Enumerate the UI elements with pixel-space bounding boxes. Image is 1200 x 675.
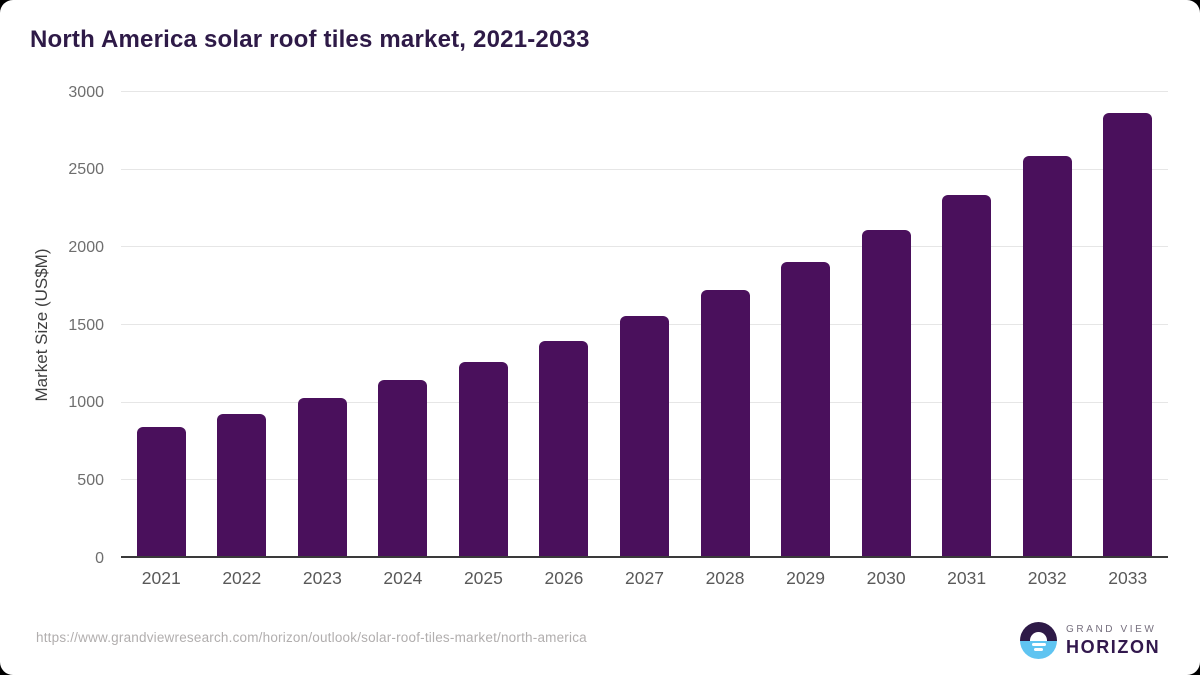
- y-tick-label: 2500: [68, 161, 104, 179]
- bar-2025[interactable]: [458, 361, 508, 558]
- logo-brand-top: GRAND VIEW: [1066, 624, 1157, 635]
- bar-2031[interactable]: [942, 195, 992, 558]
- gridline: [121, 91, 1168, 92]
- x-tick-label-2028: 2028: [705, 568, 745, 588]
- logo-text: GRAND VIEW HORIZON: [1066, 623, 1160, 658]
- bar-2028[interactable]: [700, 290, 750, 558]
- chart-title: North America solar roof tiles market, 2…: [30, 26, 590, 53]
- x-tick-label-2027: 2027: [625, 568, 664, 588]
- y-tick-label: 3000: [68, 83, 104, 101]
- x-tick-label-2031: 2031: [947, 568, 987, 588]
- y-tick-label: 1000: [68, 394, 104, 412]
- x-tick-label-2021: 2021: [141, 568, 181, 588]
- bar-2032[interactable]: [1022, 156, 1072, 558]
- source-url: https://www.grandviewresearch.com/horizo…: [36, 630, 587, 645]
- gridline: [121, 246, 1168, 248]
- logo-sky-half: [1020, 622, 1057, 641]
- bar-2027[interactable]: [620, 316, 669, 558]
- x-tick-label-2030: 2030: [866, 568, 906, 588]
- grand-view-horizon-logo: GRAND VIEW HORIZON: [1020, 622, 1160, 659]
- x-tick-label-2025: 2025: [463, 568, 503, 588]
- bar-2030[interactable]: [861, 230, 911, 558]
- bar-2021[interactable]: [136, 426, 186, 558]
- x-tick-label-2024: 2024: [383, 568, 423, 588]
- logo-brand-bottom: HORIZON: [1066, 637, 1161, 657]
- x-tick-label-2032: 2032: [1027, 568, 1067, 588]
- x-tick-label-2029: 2029: [786, 568, 826, 588]
- x-axis-tick-labels: 2021 2022 2023 2024 2025 2026 2027 2028 2029 2030…: [121, 568, 1168, 594]
- y-tick-label: 2000: [68, 238, 104, 256]
- logo-reflection-line: [1034, 648, 1043, 651]
- y-tick-label: 0: [95, 549, 104, 567]
- x-tick-label-2022: 2022: [222, 568, 262, 588]
- horizon-sun-icon: [1020, 622, 1057, 659]
- y-tick-label: 1500: [68, 316, 104, 334]
- x-tick-label-2033: 2033: [1108, 568, 1148, 588]
- logo-reflection-line: [1031, 643, 1046, 646]
- x-axis-line: [121, 556, 1168, 558]
- y-axis-tick-labels: 0 500 1000 1500 2000 2500 3000: [0, 84, 104, 567]
- y-tick-label: 500: [77, 471, 104, 489]
- x-tick-label-2026: 2026: [544, 568, 584, 588]
- bar-2026[interactable]: [539, 340, 589, 558]
- bar-2033[interactable]: [1103, 112, 1153, 558]
- bar-2022[interactable]: [217, 413, 267, 558]
- bar-2029[interactable]: [781, 262, 831, 558]
- plot-area: [121, 91, 1168, 558]
- logo-sun-shape: [1030, 632, 1047, 641]
- gridline: [121, 168, 1168, 170]
- bar-2023[interactable]: [297, 398, 347, 558]
- x-tick-label-2023: 2023: [302, 568, 342, 588]
- bar-2024[interactable]: [378, 380, 428, 558]
